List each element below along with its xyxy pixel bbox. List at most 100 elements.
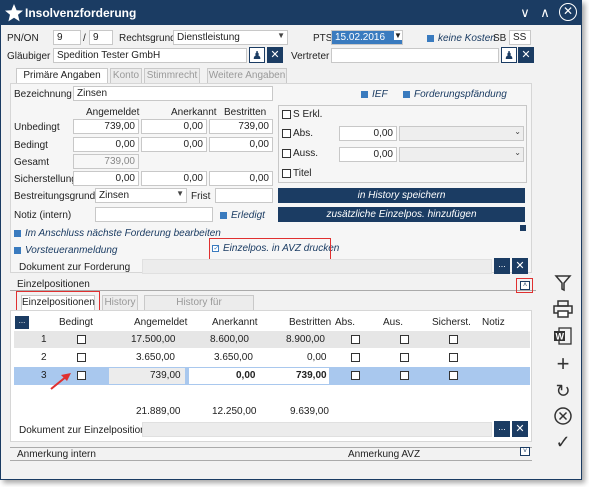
bezeichnung-field[interactable]: Zinsen <box>73 86 273 101</box>
expand-icon[interactable]: ˅ <box>520 447 530 456</box>
tab-history[interactable]: History <box>102 295 138 310</box>
checkbox-icon <box>14 246 21 254</box>
sicherst-checkbox[interactable] <box>449 335 458 344</box>
more-button[interactable]: ... <box>494 421 510 437</box>
person-icon[interactable]: ♟ <box>501 47 517 63</box>
aus-checkbox[interactable] <box>400 353 409 362</box>
vertreter-field[interactable] <box>331 48 499 63</box>
grid-menu-button[interactable]: ... <box>15 316 29 329</box>
unbedingt-anerkannt[interactable]: 0,00 <box>141 119 207 134</box>
add-icon[interactable]: + <box>556 351 570 376</box>
auss-select[interactable]: ⌄ <box>399 147 524 162</box>
abs-checkbox[interactable] <box>351 371 360 380</box>
frist-label: Frist <box>191 191 211 202</box>
bedingt-bestritten[interactable]: 0,00 <box>209 137 273 152</box>
auss-field[interactable]: 0,00 <box>339 147 397 162</box>
tab-einzelpositionen[interactable]: Einzelpositionen <box>21 295 95 310</box>
titel-checkbox[interactable] <box>282 169 291 178</box>
on-field[interactable]: 9 <box>89 30 113 45</box>
erledigt-label: Erledigt <box>231 210 265 221</box>
abs-select[interactable]: ⌄ <box>399 126 524 141</box>
abs-checkbox[interactable] <box>351 353 360 362</box>
more-button[interactable]: ... <box>494 258 510 274</box>
im-anschluss-label: Im Anschluss nächste Forderung bearbeite… <box>25 228 221 239</box>
svg-text:W: W <box>556 332 565 342</box>
divider <box>10 447 532 448</box>
s-erkl-checkbox[interactable] <box>282 110 291 119</box>
col-anerkannt: Anerkannt <box>212 317 258 328</box>
highlight-box <box>516 278 533 293</box>
pn-field[interactable]: 9 <box>53 30 81 45</box>
clear-icon[interactable]: ✕ <box>518 47 534 63</box>
sicherstellung-bestritten[interactable]: 0,00 <box>209 171 273 186</box>
sicherst-checkbox[interactable] <box>449 371 458 380</box>
col-bedingt: Bedingt <box>59 317 93 328</box>
frist-field[interactable] <box>215 188 273 203</box>
refresh-icon[interactable]: ↻ <box>555 381 571 401</box>
tab-primaere-angaben[interactable]: Primäre Angaben <box>16 68 108 83</box>
sicherstellung-anerkannt[interactable]: 0,00 <box>141 171 207 186</box>
history-speichern-button[interactable]: in History speichern <box>278 188 525 203</box>
erklaerung-box <box>278 105 527 183</box>
vorsteuer-check[interactable]: Vorsteueranmeldung <box>14 245 117 256</box>
dokument-einzelposition-field[interactable] <box>142 422 492 437</box>
abs-checkbox[interactable] <box>282 129 291 138</box>
arrow-pointer-icon <box>50 373 71 390</box>
clear-icon[interactable]: ✕ <box>267 47 283 63</box>
auss-checkbox[interactable] <box>282 149 291 158</box>
clear-icon[interactable]: ✕ <box>512 258 528 274</box>
bedingt-anerkannt[interactable]: 0,00 <box>141 137 207 152</box>
close-icon[interactable]: ✕ <box>559 3 577 21</box>
angemeldet-cell: 17.500,00 <box>131 334 176 345</box>
glaeubiger-field[interactable]: Spedition Tester GmbH <box>53 48 247 63</box>
person-icon[interactable]: ♟ <box>249 47 265 63</box>
printer-icon[interactable] <box>552 300 574 322</box>
bedingt-checkbox[interactable] <box>77 371 86 380</box>
sb-field[interactable]: SS <box>509 30 531 45</box>
tab-weitere-angaben[interactable]: Weitere Angaben <box>207 68 287 83</box>
anerkannt-edit-cell[interactable] <box>189 368 329 384</box>
pts-date-field[interactable]: 15.02.2016 ▼ <box>331 30 403 45</box>
sicherst-checkbox[interactable] <box>449 353 458 362</box>
im-anschluss-check[interactable]: Im Anschluss nächste Forderung bearbeite… <box>14 228 221 239</box>
rechtsgrund-label: Rechtsgrund <box>119 33 176 44</box>
title-bar: Insolvenzforderung ∨ ∧ ✕ <box>1 1 581 25</box>
unbedingt-angemeldet[interactable]: 739,00 <box>73 119 139 134</box>
bedingt-checkbox[interactable] <box>77 353 86 362</box>
erledigt-check[interactable]: Erledigt <box>220 210 265 221</box>
einzelpos-hinzufuegen-button[interactable]: zusätzliche Einzelpos. hinzufügen <box>278 207 525 222</box>
clear-icon[interactable]: ✕ <box>512 421 528 437</box>
bestreitungsgrund-select[interactable]: Zinsen ▼ <box>95 188 187 203</box>
abs-field[interactable]: 0,00 <box>339 126 397 141</box>
aus-checkbox[interactable] <box>400 335 409 344</box>
tab-stimmrecht[interactable]: Stimmrecht <box>144 68 200 83</box>
minimize-icon[interactable]: ∨ <box>520 5 530 20</box>
aus-checkbox[interactable] <box>400 371 409 380</box>
angemeldet-edit-cell[interactable] <box>109 368 185 384</box>
abs-checkbox[interactable] <box>351 335 360 344</box>
sicherstellung-angemeldet[interactable]: 0,00 <box>73 171 139 186</box>
bedingt-checkbox[interactable] <box>77 335 86 344</box>
keine-kosten-check[interactable]: keine Kosten <box>427 33 496 44</box>
cancel-icon[interactable] <box>552 406 574 428</box>
confirm-icon[interactable]: ✓ <box>555 432 571 452</box>
filter-icon[interactable] <box>552 274 574 296</box>
rechtsgrund-select[interactable]: Dienstleistung ▼ <box>173 30 288 45</box>
unbedingt-bestritten[interactable]: 739,00 <box>209 119 273 134</box>
bedingt-angemeldet[interactable]: 0,00 <box>73 137 139 152</box>
table-row[interactable]: 1 17.500,00 8.600,00 8.900,00 <box>14 331 530 348</box>
table-row-selected[interactable]: 3 739,00 0,00 739,00 <box>14 367 530 385</box>
notiz-field[interactable] <box>95 207 213 222</box>
collapse-icon[interactable]: ˄ <box>520 281 530 290</box>
resize-handle-icon[interactable] <box>520 225 526 231</box>
ief-check[interactable]: IEF <box>361 89 388 100</box>
forderungspfaendung-check[interactable]: Forderungspfändung <box>403 89 507 100</box>
einzelpos-avz-check[interactable]: ✓ Einzelpos. in AVZ drucken <box>212 243 339 254</box>
bedingt-label: Bedingt <box>14 140 48 151</box>
dokument-forderung-field[interactable] <box>142 259 492 274</box>
word-icon[interactable]: W <box>552 326 574 348</box>
tab-konto[interactable]: Konto <box>110 68 142 83</box>
table-row[interactable]: 2 3.650,00 3.650,00 0,00 <box>14 349 530 366</box>
tab-history-einzelposition[interactable]: History für Einzelposition <box>144 295 254 322</box>
maximize-icon[interactable]: ∧ <box>540 5 550 20</box>
